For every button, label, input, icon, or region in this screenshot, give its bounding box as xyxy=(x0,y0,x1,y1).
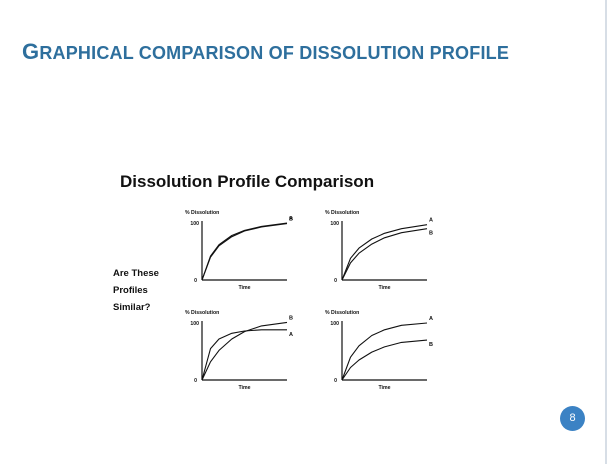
x-axis-label: Time xyxy=(378,385,390,391)
series-line xyxy=(201,321,288,381)
series-label: A xyxy=(429,218,433,224)
series-line xyxy=(201,329,287,381)
slide-title: Graphical comparison of dissolution prof… xyxy=(22,39,582,66)
y-axis-label: % Dissolution xyxy=(325,310,359,316)
y-tick-label: 100 xyxy=(190,221,199,227)
page-number-badge: 8 xyxy=(560,406,585,431)
chart-bottom-right: % Dissolution 100 0 Time A B xyxy=(315,305,445,391)
y-tick-label: 0 xyxy=(194,378,197,384)
question-line: Similar? xyxy=(113,302,151,313)
series-label: B xyxy=(289,217,293,223)
series-line xyxy=(341,339,428,381)
series-line xyxy=(341,224,428,281)
series-label: A xyxy=(289,216,293,222)
y-tick-label: 100 xyxy=(330,321,339,327)
chart-top-left: % Dissolution 100 0 Time A B xyxy=(175,205,305,291)
x-axis-label: Time xyxy=(238,385,250,391)
series-label: B xyxy=(429,231,433,237)
y-axis-label: % Dissolution xyxy=(325,210,359,216)
series-label: A xyxy=(289,332,293,338)
slide-title-first-letter: G xyxy=(22,39,40,64)
y-axis-label: % Dissolution xyxy=(185,310,219,316)
y-tick-label: 0 xyxy=(194,278,197,284)
question-line: Profiles xyxy=(113,285,148,296)
y-tick-label: 0 xyxy=(334,378,337,384)
y-tick-label: 100 xyxy=(330,221,339,227)
chart-top-right: % Dissolution 100 0 Time A B xyxy=(315,205,445,291)
series-label: A xyxy=(429,316,433,322)
dissolution-chart: % Dissolution 100 0 Time AB xyxy=(185,210,293,291)
y-tick-label: 100 xyxy=(190,321,199,327)
series-label: B xyxy=(429,342,433,348)
figure-title: Dissolution Profile Comparison xyxy=(120,172,375,191)
y-axis-label: % Dissolution xyxy=(185,210,219,216)
dissolution-chart: % Dissolution 100 0 Time B A xyxy=(185,310,293,391)
chart-bottom-left: % Dissolution 100 0 Time B A xyxy=(175,305,305,391)
series-line xyxy=(341,322,428,381)
slide-title-rest: raphical comparison of dissolution profi… xyxy=(39,43,510,63)
slide-right-rule xyxy=(605,0,607,464)
x-axis-label: Time xyxy=(378,285,390,291)
question-line: Are These xyxy=(113,268,159,279)
dissolution-chart: % Dissolution 100 0 Time A B xyxy=(325,210,433,291)
series-line xyxy=(341,228,428,281)
series-line xyxy=(201,222,288,281)
y-tick-label: 0 xyxy=(334,278,337,284)
dissolution-chart: % Dissolution 100 0 Time A B xyxy=(325,310,433,391)
similarity-question: Are These Profiles Similar? xyxy=(113,265,183,316)
series-label: B xyxy=(289,315,293,321)
series-line xyxy=(201,223,288,281)
x-axis-label: Time xyxy=(238,285,250,291)
